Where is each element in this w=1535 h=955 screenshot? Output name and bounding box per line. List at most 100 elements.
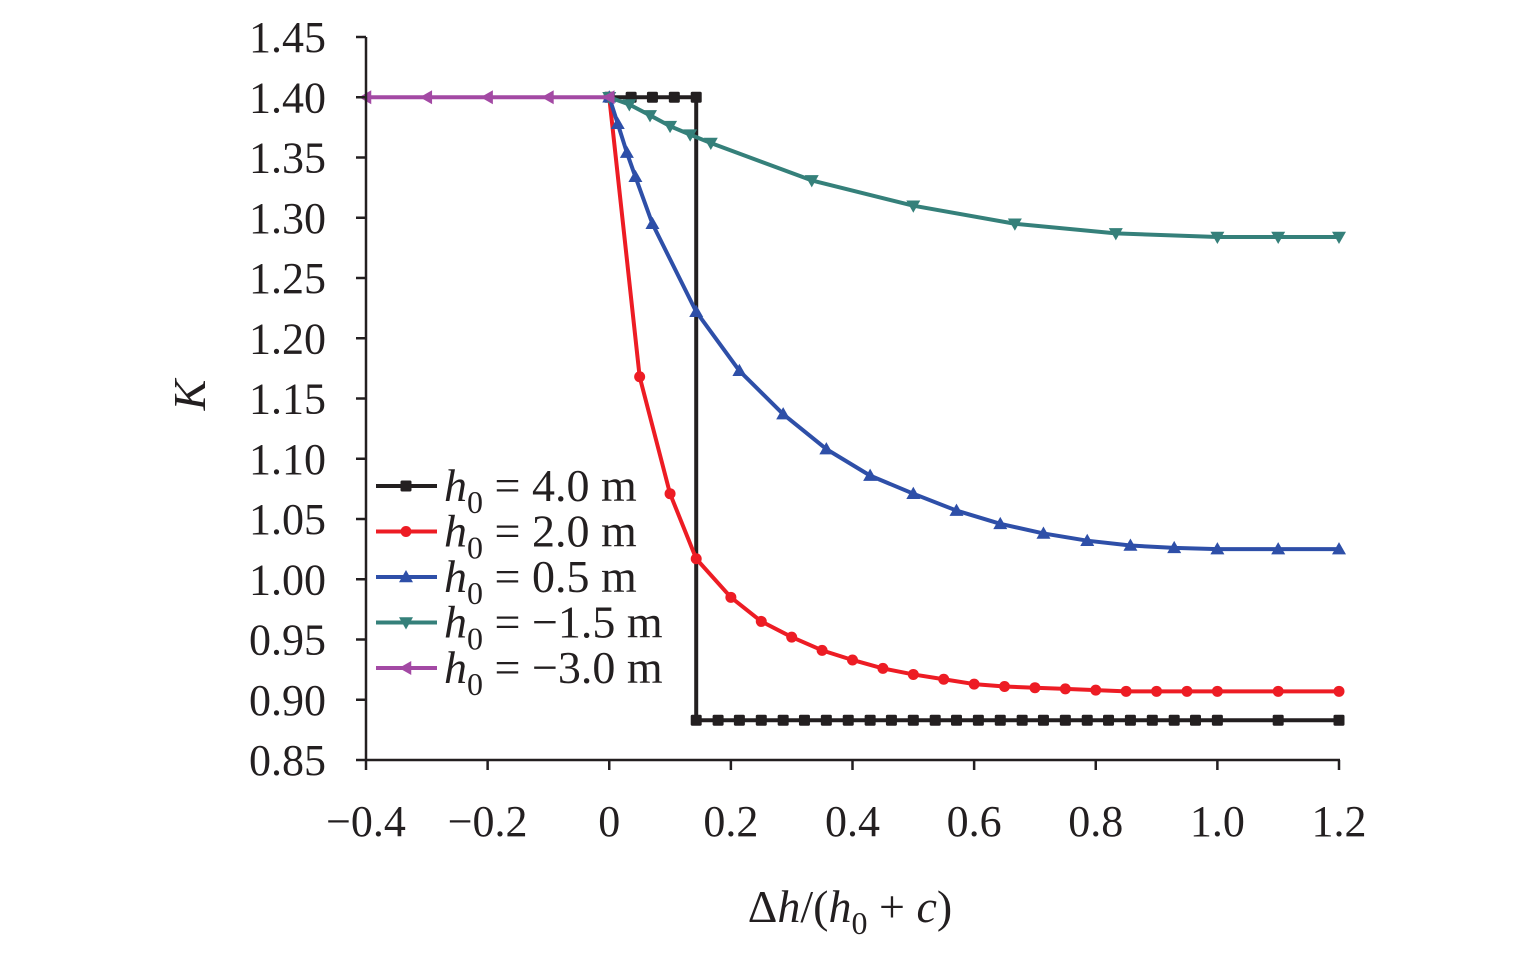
y-tick-label: 1.05 xyxy=(249,495,326,544)
legend-label: h0 = 4.0 m xyxy=(444,460,637,520)
data-point xyxy=(847,654,858,666)
x-tick-label: −0.4 xyxy=(326,797,406,846)
data-point xyxy=(1103,714,1115,726)
data-point xyxy=(863,468,878,481)
data-point xyxy=(610,116,625,130)
x-tick-label: 0 xyxy=(598,797,620,846)
series-0 xyxy=(603,91,1345,726)
data-point xyxy=(634,371,646,383)
data-point xyxy=(622,99,637,112)
legend: h0 = 4.0 mh0 = 2.0 mh0 = 0.5 mh0 = −1.5 … xyxy=(376,460,663,702)
data-point xyxy=(1090,684,1102,696)
data-point xyxy=(755,714,767,726)
data-point xyxy=(1059,683,1071,695)
data-point xyxy=(690,553,702,565)
data-point xyxy=(1211,685,1223,697)
data-point xyxy=(1181,685,1193,697)
x-tick-label: 0.8 xyxy=(1068,797,1123,846)
data-point xyxy=(1168,714,1180,726)
y-tick-label: 0.95 xyxy=(249,616,326,665)
data-point xyxy=(645,216,660,230)
data-point xyxy=(1189,714,1201,726)
data-point xyxy=(1016,714,1028,726)
data-point xyxy=(1333,714,1345,726)
data-point xyxy=(1210,231,1225,245)
legend-marker xyxy=(399,661,412,675)
data-point xyxy=(664,488,676,500)
series-line xyxy=(608,95,1339,240)
data-point xyxy=(885,714,897,726)
y-tick-label: 1.20 xyxy=(249,314,326,363)
data-point xyxy=(1120,685,1132,697)
data-point xyxy=(602,90,615,105)
data-point xyxy=(690,714,702,726)
y-axis-label: K xyxy=(164,377,215,411)
data-point xyxy=(683,129,698,142)
data-point xyxy=(1332,231,1346,245)
x-tick-label: 1.0 xyxy=(1190,797,1245,846)
data-point xyxy=(786,631,798,643)
data-point xyxy=(1080,533,1095,546)
series-line xyxy=(607,97,1339,694)
legend-marker xyxy=(399,617,413,630)
data-point xyxy=(480,90,493,105)
data-point xyxy=(755,615,767,627)
data-point xyxy=(690,91,702,103)
series-1 xyxy=(603,91,1345,697)
data-point xyxy=(1081,714,1093,726)
data-point xyxy=(798,714,810,726)
legend-item: h0 = −1.5 m xyxy=(376,597,663,657)
data-point xyxy=(646,91,658,103)
data-point xyxy=(1210,542,1225,555)
data-point xyxy=(906,486,921,499)
data-point xyxy=(994,714,1006,726)
legend-label: h0 = 2.0 m xyxy=(444,506,637,566)
legend-item: h0 = 2.0 m xyxy=(376,506,637,566)
data-point xyxy=(877,662,889,674)
data-point xyxy=(1151,685,1163,697)
data-point xyxy=(1029,682,1041,694)
data-point xyxy=(1167,540,1182,554)
series-4 xyxy=(359,90,615,105)
legend-marker xyxy=(400,480,412,492)
x-axis-label: Δh/(h0 + c) xyxy=(748,881,952,941)
series-layer xyxy=(359,90,1346,726)
x-tick-label: 0.6 xyxy=(947,797,1002,846)
series-line xyxy=(609,95,1339,723)
data-point xyxy=(1271,231,1286,245)
series-3 xyxy=(602,92,1346,245)
data-point xyxy=(864,714,876,726)
data-point xyxy=(1123,538,1138,551)
data-point xyxy=(820,714,832,726)
data-point xyxy=(907,668,919,680)
series-2 xyxy=(602,90,1346,555)
data-point xyxy=(1332,542,1346,555)
legend-label: h0 = 0.5 m xyxy=(444,551,637,611)
y-tick-label: 1.35 xyxy=(249,134,326,183)
data-point xyxy=(1124,714,1136,726)
data-point xyxy=(703,137,718,151)
data-point xyxy=(993,516,1008,530)
data-point xyxy=(816,644,828,656)
data-point xyxy=(619,145,634,158)
legend-label: h0 = −3.0 m xyxy=(444,642,663,702)
legend-label: h0 = −1.5 m xyxy=(444,597,663,657)
data-point xyxy=(642,110,657,123)
y-tick-label: 1.00 xyxy=(249,555,326,604)
data-point xyxy=(776,407,791,420)
y-tick-label: 0.85 xyxy=(249,736,326,785)
legend-item: h0 = 0.5 m xyxy=(376,551,637,611)
data-point xyxy=(732,363,747,377)
y-tick-label: 0.90 xyxy=(249,676,326,725)
y-tick-label: 1.25 xyxy=(249,254,326,303)
data-point xyxy=(663,120,678,134)
data-point xyxy=(907,714,919,726)
data-point xyxy=(668,91,680,103)
legend-item: h0 = 4.0 m xyxy=(376,460,637,520)
data-point xyxy=(804,175,819,188)
x-tick-label: 0.2 xyxy=(703,797,758,846)
data-point xyxy=(689,304,704,317)
x-tick-label: 1.2 xyxy=(1312,797,1367,846)
data-point xyxy=(929,714,941,726)
